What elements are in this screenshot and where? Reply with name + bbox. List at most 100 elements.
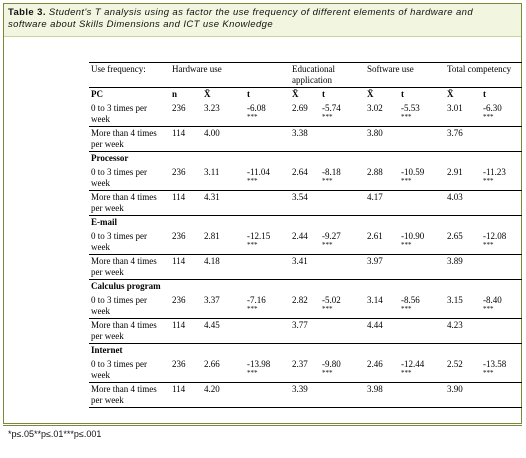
cell-total-t: -11.23 *** <box>481 166 522 191</box>
cell-n: 114 <box>170 126 202 152</box>
cell-hardware-mean: 2.81 <box>204 231 220 241</box>
t-value: -8.18 <box>322 167 341 177</box>
group-name: Processor <box>89 151 523 166</box>
table-row: More than 4 times per week 114 4.18 3.41 3.9… <box>89 254 523 280</box>
cell-hardware-mean: 3.11 <box>204 167 220 177</box>
cell-total-mean: 4.23 <box>445 318 482 344</box>
cell-educational-t <box>320 318 366 344</box>
significance-stars: *** <box>322 305 333 313</box>
cell-total-t: -12.08 *** <box>481 230 522 255</box>
cell-software-t <box>399 126 446 152</box>
table-row: More than 4 times per week 114 4.31 3.54 4.1… <box>89 190 523 216</box>
t-value: -8.40 <box>483 295 502 305</box>
cell-educational-mean: 2.44 <box>292 231 308 241</box>
cell-hardware-mean: 4.20 <box>202 382 245 408</box>
cell-total-mean: 3.89 <box>445 254 482 280</box>
cell-hardware-mean: 3.23 <box>204 103 220 113</box>
cell-educational-t <box>320 382 366 408</box>
cell-n: 236 <box>172 231 186 241</box>
row-label: 0 to 3 times per week <box>91 295 147 316</box>
cell-software-mean: 4.44 <box>365 318 400 344</box>
t-value: -5.74 <box>322 103 341 113</box>
table-row: 0 to 3 times per week 236 2.66 -13.98 *** 2.3… <box>89 358 522 383</box>
table-row: 0 to 3 times per week 236 3.11 -11.04 *** 2.6… <box>89 166 522 191</box>
caption-text: Student's T analysis using as factor the… <box>8 7 474 30</box>
row-label: 0 to 3 times per week <box>91 167 147 188</box>
t-value: -6.30 <box>483 103 502 113</box>
significance-stars: *** <box>247 241 258 249</box>
header-row: Use frequency: Hardware use Educational … <box>89 62 523 88</box>
footer-rule <box>3 425 522 426</box>
cell-hardware-t: -7.16 *** <box>245 294 290 319</box>
cell-educational-mean: 3.38 <box>290 126 321 152</box>
row-label: More than 4 times per week <box>89 254 170 280</box>
group-header-row: E-mail <box>89 215 523 230</box>
t-value: -5.02 <box>322 295 341 305</box>
cell-total-mean: 2.52 <box>447 359 463 369</box>
cell-n: 114 <box>170 318 202 344</box>
cell-hardware-t: -12.15 *** <box>245 230 290 255</box>
cell-software-mean: 2.88 <box>367 167 383 177</box>
group-header-row: Calculus program <box>89 279 523 294</box>
significance-stars: *** <box>483 177 494 185</box>
cell-software-t <box>399 254 446 280</box>
significance-stars: *** <box>247 305 258 313</box>
subheader-sw-mean: X̄ <box>367 89 374 99</box>
cell-total-mean: 2.91 <box>447 167 463 177</box>
table-row: 0 to 3 times per week 236 3.37 -7.16 *** 2.82… <box>89 294 522 319</box>
cell-n: 236 <box>172 167 186 177</box>
cell-hardware-mean: 4.45 <box>202 318 245 344</box>
table-row: 0 to 3 times per week 236 3.23 -6.08 *** 2.69… <box>89 102 522 127</box>
cell-educational-t: -5.02 *** <box>320 294 365 319</box>
header-total: Total competency <box>445 62 523 88</box>
cell-software-mean: 4.17 <box>365 190 400 216</box>
cell-total-t <box>481 382 523 408</box>
row-label: More than 4 times per week <box>89 190 170 216</box>
group-name: Calculus program <box>89 279 523 294</box>
subheader-n: n <box>172 89 178 99</box>
cell-educational-mean: 3.39 <box>290 382 321 408</box>
t-value: -13.58 <box>483 359 507 369</box>
subheader-sw-t: t <box>401 89 405 99</box>
cell-software-t: -8.56 *** <box>399 294 445 319</box>
cell-n: 236 <box>172 359 186 369</box>
cell-software-mean: 3.80 <box>365 126 400 152</box>
cell-educational-mean: 2.69 <box>292 103 308 113</box>
header-educational: Educational application <box>290 62 366 88</box>
cell-educational-t: -9.80 *** <box>320 358 365 383</box>
table-caption: Table 3. Student's T analysis using as f… <box>8 7 513 31</box>
cell-software-t: -5.53 *** <box>399 102 445 127</box>
t-value: -11.23 <box>483 167 506 177</box>
cell-total-mean: 3.76 <box>445 126 482 152</box>
t-value: -9.27 <box>322 231 341 241</box>
cell-total-mean: 3.01 <box>447 103 463 113</box>
group-header-row: Processor <box>89 151 523 166</box>
significance-stars: *** <box>247 113 258 121</box>
cell-hardware-t: -13.98 *** <box>245 358 290 383</box>
cell-total-mean: 4.03 <box>445 190 482 216</box>
significance-stars: *** <box>401 113 412 121</box>
cell-hardware-t <box>245 382 291 408</box>
caption-label: Table 3. <box>8 7 46 18</box>
subheader-ed-mean: X̄ <box>292 89 299 99</box>
table-row: More than 4 times per week 114 4.00 3.38 3.8… <box>89 126 523 152</box>
cell-hardware-mean: 2.66 <box>204 359 220 369</box>
cell-hardware-t <box>245 190 291 216</box>
caption-band <box>4 4 521 37</box>
significance-stars: *** <box>483 241 494 249</box>
row-label: 0 to 3 times per week <box>91 103 147 124</box>
subheader-tot-t: t <box>483 89 487 99</box>
significance-stars: *** <box>401 241 412 249</box>
cell-educational-mean: 3.41 <box>290 254 321 280</box>
significance-stars: *** <box>401 369 412 377</box>
significance-stars: *** <box>401 177 412 185</box>
t-value: -10.59 <box>401 167 425 177</box>
cell-n: 114 <box>170 254 202 280</box>
cell-hardware-t: -6.08 *** <box>245 102 290 127</box>
row-label: More than 4 times per week <box>89 318 170 344</box>
cell-hardware-t <box>245 126 291 152</box>
cell-total-t: -8.40 *** <box>481 294 522 319</box>
subheader-hw-t: t <box>247 89 250 99</box>
table-row: More than 4 times per week 114 4.20 3.39 3.9… <box>89 382 523 408</box>
significance-stars: *** <box>483 305 494 313</box>
